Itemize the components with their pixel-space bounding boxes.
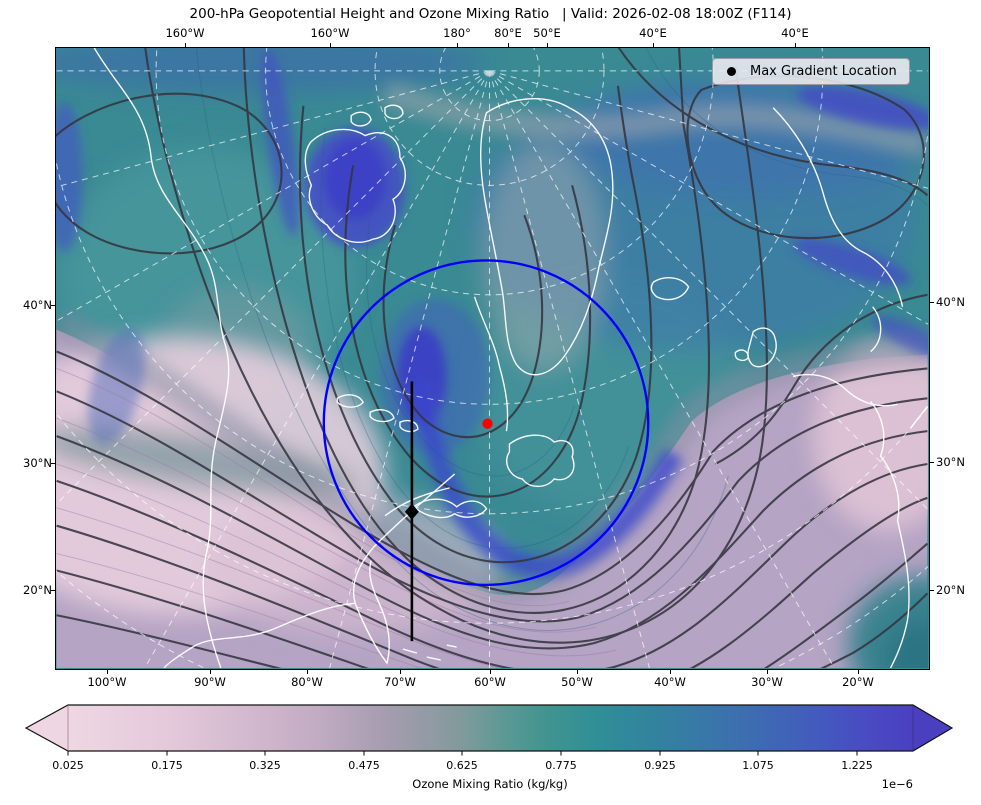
axis-tick	[107, 670, 108, 674]
axis-label-right: 20°N	[936, 583, 965, 597]
axis-tick	[930, 462, 934, 463]
colorbar-exponent: 1e−6	[882, 777, 913, 791]
axis-tick	[767, 670, 768, 674]
axis-label-bottom: 70°W	[384, 675, 416, 689]
axis-tick	[51, 463, 55, 464]
axis-tick	[210, 670, 211, 674]
ozone-fill-layer	[56, 48, 928, 668]
svg-text:0.625: 0.625	[446, 759, 478, 772]
axis-tick	[508, 43, 509, 47]
region-circle-marker	[322, 259, 650, 587]
axis-label-left: 30°N	[23, 456, 52, 470]
axis-label-top: 50°E	[533, 26, 561, 40]
axis-label-left: 20°N	[23, 583, 52, 597]
axis-tick	[670, 670, 671, 674]
axis-label-top: 180°	[443, 26, 471, 40]
axis-label-right: 40°N	[936, 295, 965, 309]
axis-label-right: 30°N	[936, 455, 965, 469]
axis-tick	[51, 305, 55, 306]
axis-tick	[51, 590, 55, 591]
axis-tick	[795, 43, 796, 47]
colorbar-gradient-bar	[24, 704, 954, 752]
axis-tick	[185, 43, 186, 47]
axis-label-bottom: 90°W	[194, 675, 226, 689]
colorbar-label: Ozone Mixing Ratio (kg/kg)	[412, 777, 567, 791]
markers	[322, 259, 650, 642]
axis-tick	[330, 43, 331, 47]
height-contours	[56, 48, 928, 668]
axis-tick	[930, 590, 934, 591]
svg-text:0.325: 0.325	[249, 759, 281, 772]
axis-label-top: 160°W	[310, 26, 350, 40]
axis-tick	[490, 670, 491, 674]
diamond-marker	[404, 503, 419, 520]
legend-label: Max Gradient Location	[750, 64, 897, 79]
figure-title: 200-hPa Geopotential Height and Ozone Mi…	[189, 6, 792, 22]
axis-label-top: 40°E	[781, 26, 809, 40]
colorbar-ticks	[67, 751, 858, 756]
axis-tick	[577, 670, 578, 674]
axis-label-bottom: 20°W	[842, 675, 874, 689]
axis-tick	[930, 302, 934, 303]
colorbar-tick-labels: 0.025 0.175 0.325 0.475 0.625 0.775 0.92…	[52, 759, 873, 772]
ozone-contours	[56, 48, 928, 668]
svg-text:0.475: 0.475	[348, 759, 380, 772]
axis-tick	[400, 670, 401, 674]
axis-tick	[307, 670, 308, 674]
axis-label-bottom: 40°W	[654, 675, 686, 689]
svg-text:1.225: 1.225	[841, 759, 873, 772]
axis-label-bottom: 30°W	[751, 675, 783, 689]
coastlines	[93, 48, 928, 668]
svg-text:0.925: 0.925	[644, 759, 676, 772]
axis-label-bottom: 80°W	[291, 675, 323, 689]
map-canvas: Max Gradient Location	[55, 47, 930, 670]
axis-tick	[547, 43, 548, 47]
svg-text:0.025: 0.025	[52, 759, 84, 772]
axis-tick	[858, 670, 859, 674]
axis-label-top: 80°E	[494, 26, 522, 40]
svg-text:0.775: 0.775	[545, 759, 577, 772]
axis-label-bottom: 100°W	[87, 675, 127, 689]
legend: Max Gradient Location	[712, 58, 910, 85]
max-gradient-dot-icon	[727, 67, 736, 76]
axis-label-top: 40°E	[639, 26, 667, 40]
axis-label-bottom: 50°W	[561, 675, 593, 689]
axis-tick	[457, 43, 458, 47]
axis-label-top: 160°W	[165, 26, 205, 40]
svg-text:0.175: 0.175	[151, 759, 183, 772]
axis-label-left: 40°N	[23, 298, 52, 312]
ozone-max-blobs	[56, 48, 928, 580]
axis-label-bottom: 60°W	[474, 675, 506, 689]
svg-text:1.075: 1.075	[742, 759, 774, 772]
weather-map	[56, 48, 928, 668]
red-dot-marker	[482, 418, 493, 429]
colorbar: 0.025 0.175 0.325 0.475 0.625 0.775 0.92…	[24, 704, 954, 791]
axis-tick	[653, 43, 654, 47]
